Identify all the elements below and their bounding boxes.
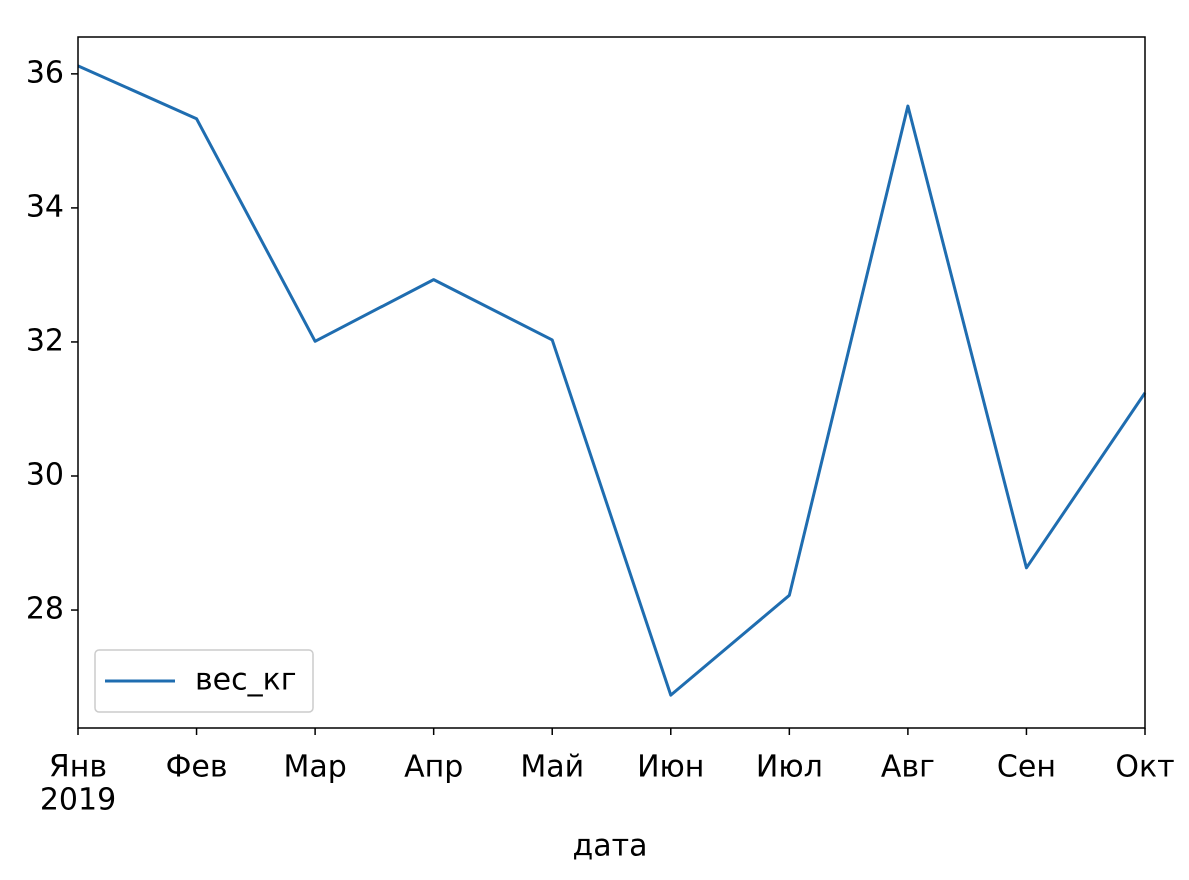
y-tick-label: 36 bbox=[26, 55, 64, 90]
x-tick-label: Июл bbox=[756, 750, 823, 785]
x-tick-label: Май bbox=[520, 750, 584, 785]
legend-box bbox=[94, 649, 314, 713]
legend-label: вес_кг bbox=[195, 663, 297, 698]
x-tick-label: Апр bbox=[404, 750, 463, 785]
series-line bbox=[77, 64, 1147, 697]
x-tick-label: Янв bbox=[49, 750, 107, 785]
x-year-label: 2019 bbox=[40, 783, 116, 818]
x-tick-label: Июн bbox=[637, 750, 704, 785]
x-tick-label: Авг bbox=[881, 750, 935, 785]
x-tick-label: Фев bbox=[166, 750, 228, 785]
x-tick-label: Сен bbox=[997, 750, 1056, 785]
plot-frame bbox=[77, 36, 1146, 729]
y-tick-label: 34 bbox=[26, 189, 64, 224]
y-tick-label: 30 bbox=[26, 457, 64, 492]
x-axis-label: дата bbox=[573, 829, 648, 864]
y-tick-label: 32 bbox=[26, 323, 64, 358]
x-tick-label: Окт bbox=[1115, 750, 1174, 785]
x-tick-label: Мар bbox=[283, 750, 346, 785]
y-tick-label: 28 bbox=[26, 592, 64, 627]
